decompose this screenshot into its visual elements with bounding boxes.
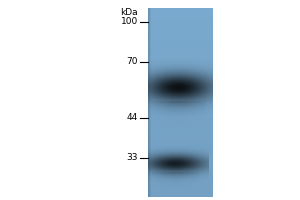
Text: 33: 33 [127, 154, 138, 162]
Text: kDa: kDa [120, 8, 138, 17]
Text: 44: 44 [127, 114, 138, 122]
Text: 100: 100 [121, 18, 138, 26]
Text: 70: 70 [127, 58, 138, 66]
